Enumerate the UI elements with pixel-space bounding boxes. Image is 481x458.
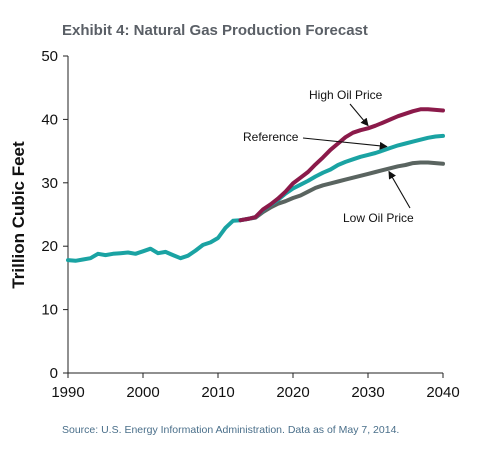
annotation-reference: Reference (243, 130, 299, 144)
y-tick-label: 50 (41, 48, 58, 65)
y-tick-label: 20 (41, 238, 58, 255)
chart-source: Source: U.S. Energy Information Administ… (62, 424, 400, 436)
x-tick-label: 2020 (276, 384, 309, 401)
y-axis-label: Trillion Cubic Feet (9, 141, 28, 289)
chart-title: Exhibit 4: Natural Gas Production Foreca… (62, 22, 368, 39)
series-layer (66, 107, 445, 263)
annotation-high-oil-price: High Oil Price (309, 88, 383, 102)
x-tick-label: 1990 (51, 384, 84, 401)
series-line-low-oil-price (238, 160, 445, 223)
y-tick-label: 30 (41, 175, 58, 192)
annotation-low-oil-price: Low Oil Price (343, 211, 414, 225)
annotation-layer: High Oil Price Reference Low Oil Price (243, 88, 414, 225)
y-tick-label: 0 (50, 365, 58, 382)
x-tick-label: 2000 (126, 384, 159, 401)
y-tick-label: 10 (41, 302, 58, 319)
y-tick-label: 40 (41, 111, 58, 128)
annotation-arrow-high-oil-price (349, 103, 369, 127)
x-tick-label: 2010 (201, 384, 234, 401)
annotation-arrow-low-oil-price (388, 170, 411, 209)
series-line-high-oil-price (238, 107, 445, 223)
x-tick-label: 2030 (351, 384, 384, 401)
series-line-historical (66, 218, 243, 263)
x-tick-label: 2040 (426, 384, 459, 401)
annotation-arrow-reference (302, 137, 388, 150)
